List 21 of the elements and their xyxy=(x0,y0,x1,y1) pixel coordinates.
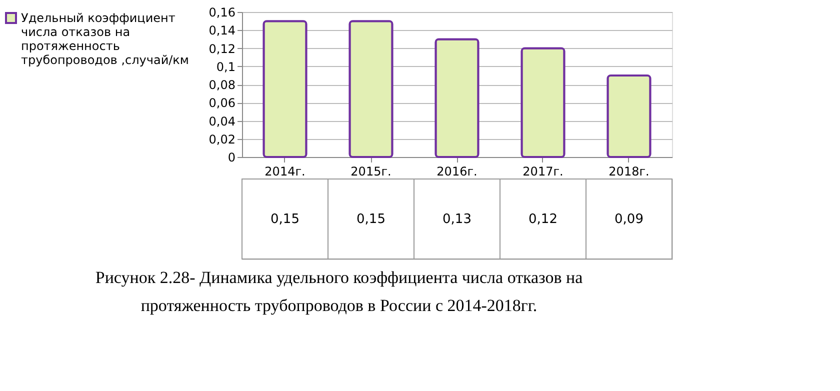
x-tick-label: 2015г. xyxy=(350,164,392,178)
y-tick-label: 0,08 xyxy=(208,78,236,92)
y-tick-label: 0,06 xyxy=(208,96,236,110)
x-tick-label: 2014г. xyxy=(264,164,306,178)
y-tick-label: 0,1 xyxy=(216,60,236,74)
y-tick-label: 0,12 xyxy=(208,42,236,56)
text: Рисунок 2.28- Динамика удельного коэффициента числа отказов на протяженность трубопроводов в России с 2014-2018гг. xyxy=(95,268,584,315)
data-label: 0,15 xyxy=(356,212,386,227)
x-tick-label: 2017г. xyxy=(522,164,564,178)
x-tick-label: 2016г. xyxy=(436,164,478,178)
y-tick-label: 0 xyxy=(228,150,236,164)
y-tick-label: 0,16 xyxy=(208,6,236,20)
x-tick-label: 2018г. xyxy=(608,164,650,178)
legend-label: Удельный коэффициент числа отказов на протяженность трубопроводов ,случай/км xyxy=(21,11,189,67)
data-label: 0,12 xyxy=(528,212,558,227)
y-tick-label: 0,02 xyxy=(208,132,236,146)
y-tick-label: 0,04 xyxy=(208,114,236,128)
data-label: 0,15 xyxy=(270,212,300,227)
data-label: 0,09 xyxy=(614,212,644,227)
data-label: 0,13 xyxy=(442,212,472,227)
y-tick-label: 0,14 xyxy=(208,24,236,38)
